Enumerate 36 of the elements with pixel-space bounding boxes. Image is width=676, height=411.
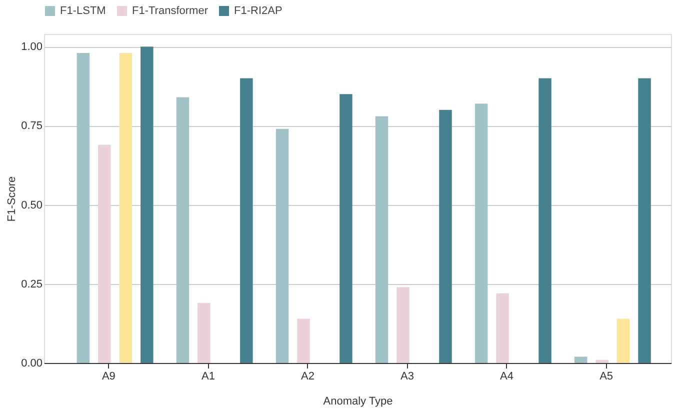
x-tick-label: A2	[301, 370, 314, 382]
bar	[276, 128, 289, 363]
bar	[176, 97, 190, 363]
bar	[240, 78, 253, 363]
bar	[474, 104, 488, 363]
bar	[496, 293, 509, 363]
bar	[198, 302, 210, 363]
legend-label: F1-RI2AP	[234, 5, 282, 17]
bar	[98, 144, 111, 363]
bar	[340, 94, 352, 363]
x-tick-label: A4	[500, 370, 514, 382]
y-tick-label: 1.00	[21, 41, 42, 54]
bar	[140, 46, 154, 363]
bar	[616, 318, 630, 363]
bar	[76, 52, 90, 363]
x-tick-label: A1	[201, 370, 215, 382]
x-axis-title: Anomaly Type	[323, 396, 393, 408]
y-tick-label: 0.75	[21, 120, 42, 132]
bar	[396, 287, 410, 363]
bar	[638, 78, 651, 363]
bar	[297, 318, 310, 363]
x-tick-label: A3	[400, 370, 414, 382]
y-axis-title: F1-Score	[6, 176, 18, 222]
bar	[375, 116, 388, 363]
y-tick-label: 0.50	[21, 199, 42, 212]
x-tick-label: A9	[102, 370, 116, 382]
x-tick-label: A5	[600, 370, 614, 382]
bar	[596, 360, 608, 363]
legend-label: F1-LSTM	[60, 5, 106, 17]
bar	[439, 110, 452, 363]
y-tick-label: 0.25	[21, 278, 42, 290]
bar	[119, 52, 132, 363]
y-tick-label: 0.00	[21, 358, 42, 370]
bar	[574, 356, 588, 363]
bar	[538, 78, 552, 363]
legend-label: F1-Transformer	[132, 5, 208, 17]
